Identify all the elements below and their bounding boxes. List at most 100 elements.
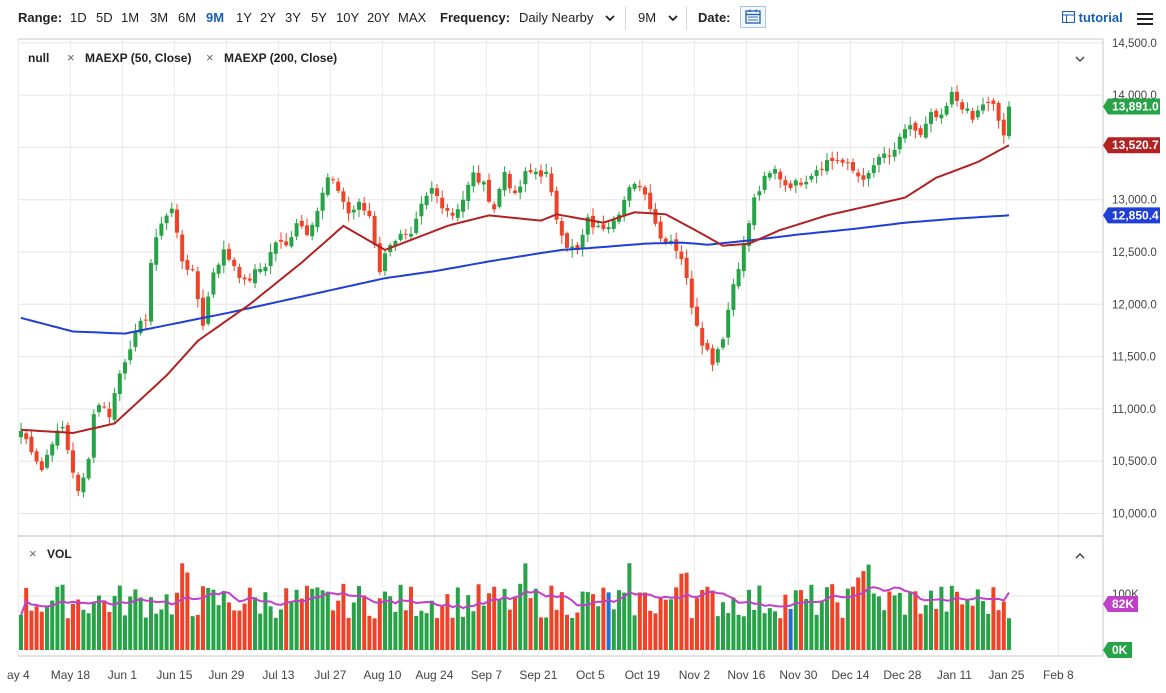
candle-body — [97, 405, 101, 413]
volume-bar — [559, 592, 564, 650]
close-icon[interactable]: × — [29, 546, 37, 561]
volume-bar — [669, 599, 673, 650]
range-2y[interactable]: 2Y — [260, 10, 276, 25]
volume-bar — [825, 587, 829, 650]
candle-body — [206, 296, 211, 324]
volume-bar — [117, 585, 122, 650]
menu-icon[interactable] — [1137, 13, 1153, 25]
volume-bar — [211, 589, 216, 650]
volume-bar — [492, 586, 497, 650]
candle-body — [778, 171, 783, 180]
volume-bar — [684, 572, 689, 650]
price-tick-label: 14,500.0 — [1112, 38, 1157, 50]
candle-body — [804, 181, 809, 185]
horizontal-gridlines — [18, 42, 1103, 597]
candle-body — [965, 108, 970, 111]
volume-bar — [71, 603, 75, 650]
volume-bar — [461, 616, 465, 650]
candle-body — [669, 240, 673, 243]
range-6m[interactable]: 6M — [178, 10, 197, 25]
candle-body — [383, 253, 387, 272]
candle-body — [913, 122, 918, 131]
chevron-down-icon[interactable] — [666, 11, 680, 25]
volume-bar — [294, 589, 299, 650]
volume-bar — [398, 584, 403, 650]
candle-body — [154, 237, 159, 265]
candle-body — [24, 433, 29, 440]
range-10y[interactable]: 10Y — [336, 10, 360, 25]
range-1d[interactable]: 1D — [70, 10, 87, 25]
volume-bar — [180, 563, 185, 650]
tutorial-icon — [1061, 10, 1076, 24]
volume-bar — [341, 583, 346, 650]
candle-body — [164, 215, 169, 224]
volume-bar — [325, 591, 330, 650]
volume-bar — [866, 564, 871, 650]
svg-text:82K: 82K — [1112, 597, 1134, 611]
candle-body — [492, 204, 497, 210]
candle-body — [996, 103, 1001, 121]
price-tick-label: 13,000.0 — [1112, 195, 1157, 207]
candle-body — [715, 349, 720, 363]
volume-bar — [710, 590, 715, 650]
candle-body — [840, 159, 845, 163]
volume-bar — [29, 610, 34, 650]
time-tick-label: May 18 — [51, 668, 91, 682]
time-tick-label: Aug 24 — [415, 668, 453, 682]
volume-bar — [913, 591, 918, 650]
svg-text:0K: 0K — [1112, 643, 1128, 657]
candle-body — [549, 173, 554, 193]
range-9m[interactable]: 9M — [206, 10, 225, 25]
range-3m[interactable]: 3M — [150, 10, 169, 25]
time-tick-label: Sep 21 — [519, 668, 557, 682]
volume-bar — [851, 586, 855, 650]
date-label: Date: — [698, 10, 731, 25]
candle-body — [970, 110, 975, 120]
volume-bar — [814, 614, 819, 650]
range-3y[interactable]: 3Y — [285, 10, 301, 25]
candle-body — [112, 393, 117, 420]
volume-bar — [123, 615, 127, 650]
close-icon[interactable]: × — [67, 50, 75, 65]
volume-bar — [700, 590, 705, 650]
candle-body — [757, 191, 762, 196]
candle-body — [861, 175, 866, 180]
candle-body — [367, 210, 372, 216]
price-chart[interactable]: 14,500.014,000.013,500.013,000.012,500.0… — [0, 38, 1166, 693]
range-1y[interactable]: 1Y — [236, 10, 252, 25]
date-picker-button[interactable] — [740, 6, 766, 28]
close-icon[interactable]: × — [206, 50, 214, 65]
range-20y[interactable]: 20Y — [367, 10, 391, 25]
candle-body — [783, 180, 788, 186]
volume-ma-line — [20, 586, 1010, 616]
candle-body — [747, 223, 751, 246]
volume-bar — [351, 602, 356, 650]
candle-body — [50, 444, 55, 456]
frequency-dropdown[interactable]: Daily Nearby — [519, 10, 594, 25]
volume-bar — [871, 593, 876, 650]
tutorial-link[interactable]: tutorial — [1061, 10, 1123, 25]
range-5y[interactable]: 5Y — [311, 10, 327, 25]
chevron-down-icon[interactable] — [603, 11, 617, 25]
svg-text:13,891.0: 13,891.0 — [1112, 100, 1159, 114]
volume-bar — [310, 588, 315, 650]
candle-body — [856, 172, 861, 177]
range-5d[interactable]: 5D — [96, 10, 113, 25]
chevron-up-icon[interactable] — [1075, 552, 1085, 559]
volume-bar — [523, 563, 528, 650]
volume-bar — [715, 616, 720, 650]
candle-body — [398, 233, 403, 240]
candlestick-series — [19, 85, 1011, 498]
range-max[interactable]: MAX — [398, 10, 427, 25]
candle-body — [86, 458, 91, 479]
period-dropdown[interactable]: 9M — [638, 10, 657, 25]
chevron-down-icon[interactable] — [1075, 56, 1085, 63]
legend-volume: VOL — [47, 547, 72, 561]
candle-body — [830, 157, 835, 162]
volume-bar — [533, 588, 538, 650]
volume-bar — [549, 585, 554, 650]
volume-bar — [908, 591, 913, 650]
candle-body — [528, 170, 533, 173]
ma200-line — [20, 214, 1010, 335]
range-1m[interactable]: 1M — [121, 10, 140, 25]
